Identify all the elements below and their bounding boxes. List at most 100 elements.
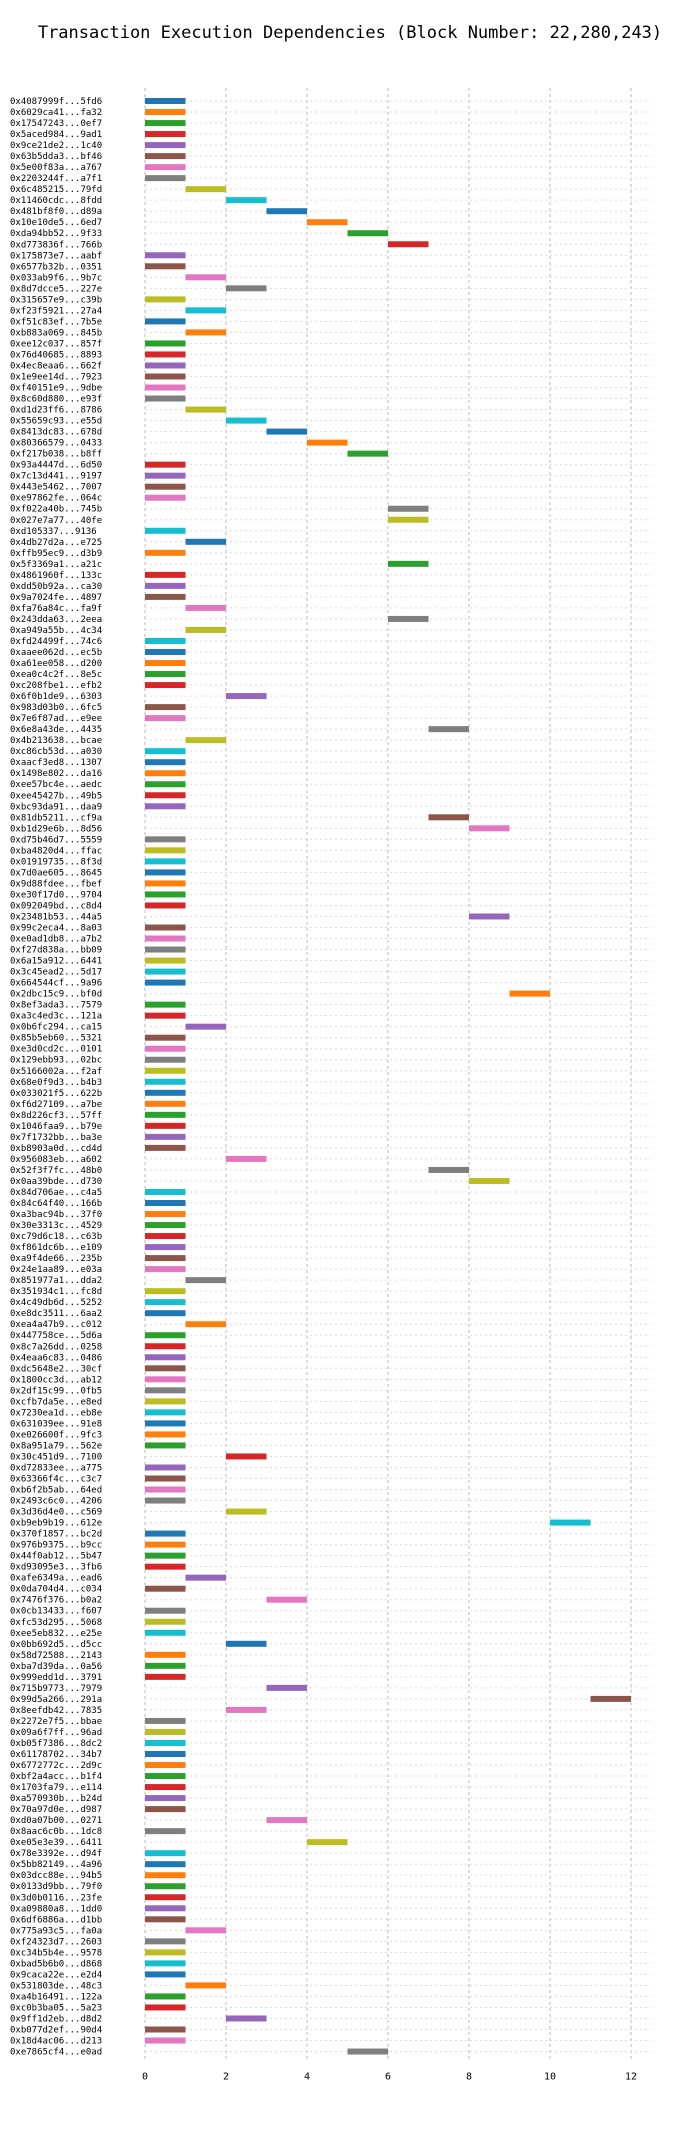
y-tick-label: 0x4db27d2a...e725 xyxy=(10,538,102,548)
y-tick-label: 0x033021f5...622b xyxy=(10,1089,102,1099)
transaction-bar xyxy=(226,197,267,204)
transaction-bar xyxy=(145,781,186,788)
transaction-bar xyxy=(388,560,429,567)
y-tick-label: 0x80366579...0433 xyxy=(10,439,102,449)
y-tick-label: 0x10e10de5...6ed7 xyxy=(10,218,102,228)
transaction-bar xyxy=(145,704,186,711)
transaction-bar xyxy=(347,230,388,237)
y-tick-label: 0x0cb13433...f607 xyxy=(10,1607,102,1617)
y-tick-label: 0x7230ea1d...eb8e xyxy=(10,1408,102,1418)
transaction-bar xyxy=(145,2026,186,2033)
chart-grid xyxy=(144,88,652,2062)
transaction-bar xyxy=(145,1067,186,1074)
transaction-bar xyxy=(145,1607,186,1614)
transaction-bar xyxy=(145,1398,186,1405)
transaction-bar xyxy=(388,516,429,523)
y-tick-label: 0x17547243...0ef7 xyxy=(10,119,102,129)
y-tick-label: 0x6772772c...2d9c xyxy=(10,1761,102,1771)
y-tick-label: 0x4861960f...133c xyxy=(10,571,102,581)
transaction-bar xyxy=(145,1078,186,1085)
transaction-bar xyxy=(145,1332,186,1339)
y-tick-label: 0x70a97d0e...d987 xyxy=(10,1805,102,1815)
y-tick-label: 0x5f3369a1...a21c xyxy=(10,560,102,570)
transaction-bar xyxy=(226,1640,267,1647)
y-tick-label: 0x8c60d880...e93f xyxy=(10,395,102,405)
y-tick-label: 0xfc53d295...5068 xyxy=(10,1618,102,1628)
transaction-bar xyxy=(145,1056,186,1063)
transaction-bar xyxy=(145,671,186,678)
y-tick-label: 0xdc5648e2...30cf xyxy=(10,1364,102,1374)
transaction-bar xyxy=(145,461,186,468)
transaction-bar xyxy=(145,924,186,931)
y-tick-label: 0x1703fa79...e114 xyxy=(10,1783,102,1793)
y-tick-label: 0xdd50b92a...ca30 xyxy=(10,582,102,592)
y-tick-label: 0x2272e7f5...bbae xyxy=(10,1717,102,1727)
transaction-bar xyxy=(145,1144,186,1151)
transaction-bar xyxy=(266,428,307,435)
transaction-bar xyxy=(145,1861,186,1868)
transaction-bar xyxy=(145,1795,186,1802)
y-tick-label: 0x4eaa6c83...0486 xyxy=(10,1353,102,1363)
y-tick-label: 0x2203244f...a7f1 xyxy=(10,174,102,184)
y-tick-label: 0xc0b3ba05...5a23 xyxy=(10,2003,102,2013)
y-tick-label: 0x8aac6c0b...1dc8 xyxy=(10,1827,102,1837)
y-tick-label: 0xe97862fe...064c xyxy=(10,494,102,504)
y-tick-label: 0x1e9ee14d...7923 xyxy=(10,373,102,383)
y-tick-label: 0x6a15a912...6441 xyxy=(10,957,102,967)
transaction-bar xyxy=(388,241,429,248)
transaction-bar xyxy=(388,505,429,512)
y-tick-label: 0xee45427b...49b5 xyxy=(10,791,102,801)
y-tick-label: 0xbad5b6b0...d868 xyxy=(10,1959,102,1969)
y-tick-label: 0x175873e7...aabf xyxy=(10,251,102,261)
y-tick-label: 0x631039ee...91e8 xyxy=(10,1419,102,1429)
y-tick-label: 0x58d72588...2143 xyxy=(10,1651,102,1661)
transaction-bar xyxy=(145,1762,186,1769)
transaction-bar xyxy=(307,1839,348,1846)
y-tick-label: 0x24e1aa89...e03a xyxy=(10,1265,102,1275)
transaction-bar xyxy=(226,693,267,700)
y-tick-label: 0xe3d0cd2c...0101 xyxy=(10,1045,102,1055)
transaction-bar xyxy=(145,792,186,799)
y-tick-label: 0x664544cf...9a96 xyxy=(10,979,102,989)
y-tick-label: 0xf27d838a...bb09 xyxy=(10,946,102,956)
transaction-bar xyxy=(145,1949,186,1956)
transaction-bar xyxy=(185,1574,226,1581)
y-tick-label: 0x9caca22e...e2d4 xyxy=(10,1970,102,1980)
y-tick-label: 0x63366f4c...c3c7 xyxy=(10,1475,102,1485)
y-tick-label: 0x4b213638...bcae xyxy=(10,736,102,746)
y-tick-label: 0x5bb82149...4a96 xyxy=(10,1860,102,1870)
transaction-bar xyxy=(145,1872,186,1879)
transaction-bar xyxy=(145,1806,186,1813)
transaction-bar xyxy=(145,494,186,501)
y-tick-label: 0xb6f2b5ab...64ed xyxy=(10,1486,102,1496)
transaction-bar xyxy=(145,1728,186,1735)
y-tick-label: 0xf23f5921...27a4 xyxy=(10,306,102,316)
transaction-bar xyxy=(145,968,186,975)
y-tick-label: 0xe05e3e39...6411 xyxy=(10,1838,102,1848)
y-tick-label: 0xd105337...9136 xyxy=(10,527,97,537)
y-tick-label: 0xee57bc4e...aedc xyxy=(10,780,102,790)
y-tick-label: 0x63b5dda3...bf46 xyxy=(10,152,102,162)
transaction-bar xyxy=(266,1684,307,1691)
transaction-bar xyxy=(185,274,226,281)
transaction-bar xyxy=(226,1155,267,1162)
y-tick-label: 0xd75b46d7...5559 xyxy=(10,835,102,845)
transaction-bar xyxy=(145,1828,186,1835)
transaction-bar xyxy=(185,538,226,545)
y-tick-label: 0x6e8a43de...4435 xyxy=(10,725,102,735)
y-tick-label: 0x55659c93...e55d xyxy=(10,417,102,427)
y-tick-label: 0xb05f7386...8dc2 xyxy=(10,1739,102,1749)
y-tick-label: 0xbf2a4acc...b1f4 xyxy=(10,1772,102,1782)
transaction-bar xyxy=(145,1387,186,1394)
y-tick-label: 0xee5eb832...e25e xyxy=(10,1629,102,1639)
transaction-bar xyxy=(226,285,267,292)
y-tick-label: 0x8a951a79...562e xyxy=(10,1441,102,1451)
y-tick-label: 0xf51c83ef...7b5e xyxy=(10,317,102,327)
y-tick-label: 0x30c451d9...7100 xyxy=(10,1452,102,1462)
transaction-bar xyxy=(226,417,267,424)
transaction-bar xyxy=(145,1222,186,1229)
y-tick-label: 0xb077d2ef...90d4 xyxy=(10,2026,102,2036)
y-tick-label: 0xaaee062d...ec5b xyxy=(10,648,102,658)
transaction-bar xyxy=(428,814,469,821)
